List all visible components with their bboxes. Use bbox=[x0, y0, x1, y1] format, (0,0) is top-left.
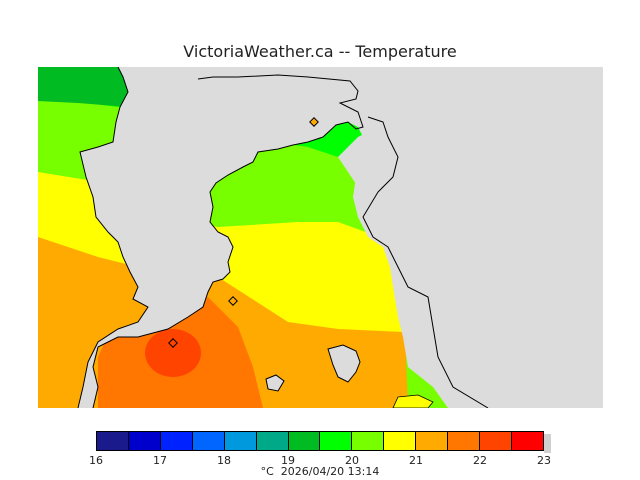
island-east bbox=[327, 344, 361, 383]
band-17-18-west bbox=[38, 67, 128, 107]
legend-swatch-6 bbox=[288, 432, 321, 450]
legend-tick-label: 17 bbox=[153, 454, 167, 467]
legend-tick-label: 22 bbox=[473, 454, 487, 467]
legend-swatch-5 bbox=[256, 432, 289, 450]
grey-area-east bbox=[338, 67, 603, 408]
map-title: VictoriaWeather.ca -- Temperature bbox=[183, 42, 457, 61]
legend-swatch-8 bbox=[352, 432, 385, 450]
station-marker-icon bbox=[309, 117, 319, 127]
station-marker-icon bbox=[168, 338, 178, 348]
temperature-map[interactable] bbox=[38, 67, 603, 408]
unit-label: °C bbox=[260, 465, 274, 478]
legend-swatch-13 bbox=[511, 432, 543, 450]
station-marker-icon bbox=[228, 296, 238, 306]
band-23-hotspot bbox=[145, 329, 201, 377]
legend-swatch-12 bbox=[480, 432, 512, 450]
legend-swatch-10 bbox=[416, 432, 449, 450]
legend-swatch-7 bbox=[320, 432, 353, 450]
legend-swatch-0 bbox=[97, 432, 129, 450]
legend-tick-label: 16 bbox=[89, 454, 103, 467]
legend-swatch-11 bbox=[448, 432, 481, 450]
legend-swatch-2 bbox=[160, 432, 193, 450]
legend-shadow bbox=[544, 434, 551, 453]
legend-tick-label: 21 bbox=[409, 454, 423, 467]
legend-footer: °C 2026/04/20 13:14 bbox=[0, 465, 640, 478]
island-small bbox=[265, 374, 285, 392]
legend-swatch-3 bbox=[192, 432, 225, 450]
legend-tick-label: 23 bbox=[537, 454, 551, 467]
legend-tick-label: 19 bbox=[281, 454, 295, 467]
color-legend bbox=[96, 431, 544, 451]
legend-swatch-1 bbox=[128, 432, 161, 450]
legend-swatch-9 bbox=[384, 432, 417, 450]
legend-tick-label: 18 bbox=[217, 454, 231, 467]
legend-tick-label: 20 bbox=[345, 454, 359, 467]
legend-swatch-4 bbox=[224, 432, 257, 450]
timestamp: 2026/04/20 13:14 bbox=[280, 465, 380, 478]
